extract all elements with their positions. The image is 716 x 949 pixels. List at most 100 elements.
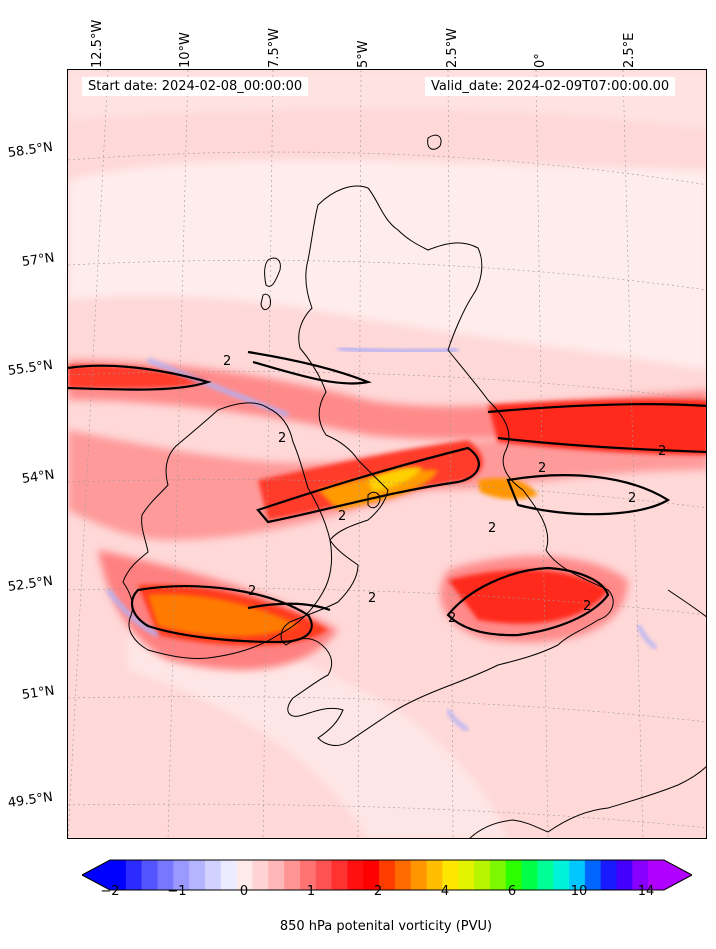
coast-isle-of-man [367, 491, 381, 509]
colorbar-segment [331, 860, 348, 890]
colorbar-segment [489, 860, 507, 890]
coast-orkney [427, 134, 442, 150]
colorbar-segment [284, 860, 301, 890]
colorbar-segment [553, 860, 570, 890]
field-light-north [68, 160, 706, 370]
contour-label: 2 [368, 591, 376, 606]
colorbar-tick: 1 [306, 884, 316, 899]
contour-4 [256, 446, 480, 524]
field-blue-streak-1 [147, 358, 289, 417]
field-blue-streak-5 [636, 624, 657, 650]
colorbar-tick: 4 [440, 884, 450, 899]
lat-label-49-5n: 49.5°N [6, 789, 54, 811]
coast-great-britain [280, 185, 614, 746]
colorbar-tick: 0 [239, 884, 249, 899]
pv-field-map: 2 2 2 2 2 2 2 2 2 2 2 [68, 70, 706, 838]
colorbar-segment [204, 860, 222, 890]
colorbar-segment [458, 860, 475, 890]
contour-label: 2 [248, 584, 256, 599]
colorbar-segment [299, 860, 317, 890]
coastlines [122, 134, 706, 838]
lat-label-52-5n: 52.5°N [6, 573, 54, 595]
colorbar-tick: −2 [100, 884, 120, 899]
contour-label: 2 [223, 354, 231, 369]
lon-label-10w: 10°W [178, 32, 193, 68]
colorbar-label: 850 hPa potenital vorticity (PVU) [279, 919, 493, 934]
colorbar-tick: 6 [507, 884, 517, 899]
contour-labels: 2 2 2 2 2 2 2 2 2 2 2 [223, 354, 666, 626]
contour-label: 2 [278, 431, 286, 446]
coast-low-countries [667, 589, 706, 618]
colorbar-segment [157, 860, 174, 890]
colorbar-segment [616, 860, 633, 890]
contour-7 [247, 602, 331, 612]
colorbar-segment [110, 860, 127, 890]
coast-france [547, 766, 706, 833]
lon-label-0: 0° [533, 53, 548, 68]
contour-label: 2 [448, 611, 456, 626]
colorbar-segment [394, 860, 412, 890]
colorbar-segment [315, 860, 333, 890]
start-date-label: Start date: 2024-02-08_00:00:00 [82, 77, 309, 96]
lon-label-12-5w: 12.5°W [90, 19, 105, 68]
colorbar-segment [426, 860, 443, 890]
colorbar [80, 858, 694, 894]
field-strong-ribbon-2 [488, 399, 706, 455]
lon-label-2-5e: 2.5°E [622, 32, 637, 68]
colorbar-segment [537, 860, 554, 890]
lat-label-58-5n: 58.5°N [6, 139, 54, 161]
colorbar-segment [347, 860, 364, 890]
pv-contours [68, 350, 706, 644]
colorbar-segment [410, 860, 428, 890]
contour-label: 2 [338, 509, 346, 524]
colorbar-extend-min [82, 860, 110, 890]
contour-6 [130, 585, 313, 644]
contour-label: 2 [658, 444, 666, 459]
colorbar-segment [505, 860, 523, 890]
colorbar-tick: 10 [570, 884, 588, 899]
colorbar-segment [584, 860, 602, 890]
colorbar-segment [569, 860, 586, 890]
colorbar-tick: 14 [637, 884, 655, 899]
colorbar-tick: 2 [373, 884, 383, 899]
field-orange-core-1 [148, 594, 298, 637]
colorbar-segment [189, 860, 206, 890]
coast-france-west [469, 819, 549, 838]
map-area[interactable]: 2 2 2 2 2 2 2 2 2 2 2 [67, 69, 707, 839]
contour-label: 2 [583, 599, 591, 614]
field-blue-streak-4 [446, 709, 469, 732]
coast-ireland [122, 402, 333, 659]
lat-label-55-5n: 55.5°N [6, 357, 54, 379]
lon-label-5w: 5°W [356, 40, 371, 68]
colorbar-segment [141, 860, 158, 890]
colorbar-tick: −1 [167, 884, 187, 899]
colorbar-svg [80, 859, 694, 891]
colorbar-segment [220, 860, 238, 890]
contour-label: 2 [628, 491, 636, 506]
colorbar-segment [268, 860, 285, 890]
colorbar-segment [363, 860, 380, 890]
contour-label: 2 [488, 521, 496, 536]
colorbar-extend-max [664, 860, 692, 890]
contour-2 [247, 350, 372, 385]
lon-label-2-5w: 2.5°W [445, 27, 460, 68]
colorbar-segment [521, 860, 538, 890]
colorbar-segment [236, 860, 253, 890]
contour-5 [506, 474, 671, 516]
colorbar-segment [173, 860, 190, 890]
contour-8 [446, 566, 610, 637]
colorbar-segment [442, 860, 459, 890]
colorbar-segment [379, 860, 396, 890]
field-strong-ribbon-1 [68, 365, 208, 389]
colorbar-segment [125, 860, 143, 890]
contour-1 [68, 364, 212, 391]
lon-label-7-5w: 7.5°W [267, 27, 282, 68]
field-yellow-core [368, 467, 423, 492]
contour-label: 2 [538, 461, 546, 476]
colorbar-segment [648, 860, 665, 890]
colorbar-segment [474, 860, 491, 890]
field-blue-streak-2 [337, 346, 459, 353]
valid-date-label: Valid_date: 2024-02-09T07:00:00.00 [425, 77, 676, 96]
colorbar-segment [252, 860, 269, 890]
coast-hebrides [260, 257, 281, 311]
